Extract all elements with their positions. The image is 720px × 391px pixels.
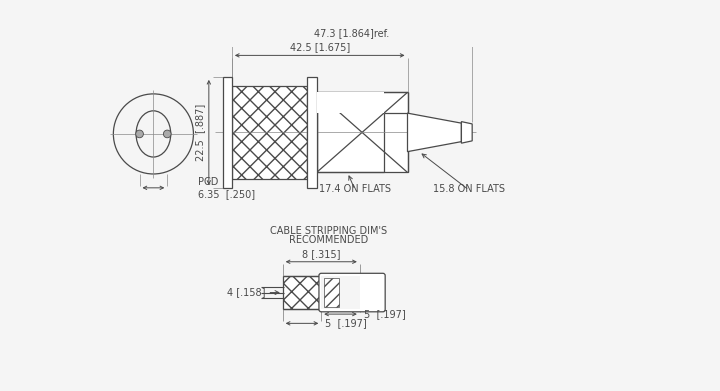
- Bar: [321, 276, 360, 309]
- Text: PCD
6.35  [.250]: PCD 6.35 [.250]: [198, 177, 255, 199]
- Bar: [323, 278, 339, 307]
- Polygon shape: [408, 113, 462, 152]
- Text: CABLE STRIPPING DIM'S: CABLE STRIPPING DIM'S: [271, 226, 387, 235]
- Text: 15.8 ON FLATS: 15.8 ON FLATS: [433, 184, 505, 194]
- Bar: [222, 77, 232, 188]
- FancyBboxPatch shape: [319, 273, 385, 312]
- Text: 42.5 [1.675]: 42.5 [1.675]: [289, 42, 350, 52]
- Text: 5  [.197]: 5 [.197]: [325, 318, 367, 328]
- Text: 5  [.197]: 5 [.197]: [364, 309, 405, 319]
- Bar: [307, 77, 317, 188]
- Text: 47.3 [1.864]ref.: 47.3 [1.864]ref.: [315, 29, 390, 38]
- Polygon shape: [462, 122, 472, 143]
- Bar: [232, 86, 307, 179]
- Text: RECOMMENDED: RECOMMENDED: [289, 235, 369, 245]
- Text: 22.5  [.887]: 22.5 [.887]: [195, 104, 205, 161]
- Text: 8 [.315]: 8 [.315]: [302, 249, 341, 259]
- Text: 4 [.158]: 4 [.158]: [228, 287, 266, 298]
- Text: 17.4 ON FLATS: 17.4 ON FLATS: [319, 184, 391, 194]
- Circle shape: [135, 130, 143, 138]
- Bar: [283, 276, 360, 310]
- Circle shape: [163, 130, 171, 138]
- Bar: [317, 92, 384, 113]
- Bar: [317, 92, 408, 172]
